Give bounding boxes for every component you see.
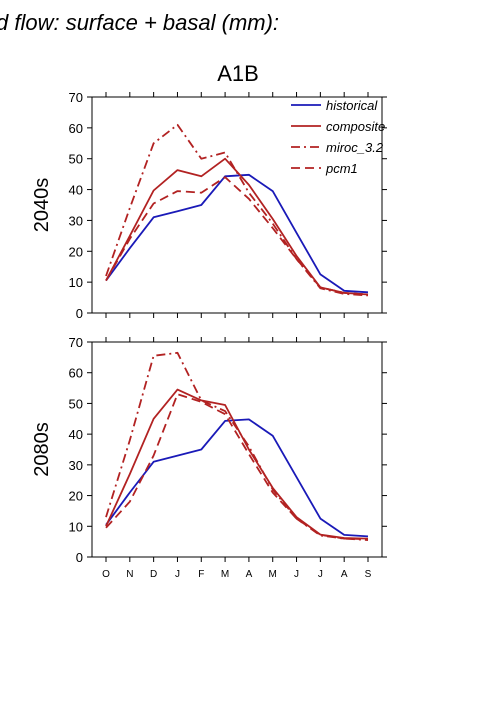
- y-tick-label: 30: [69, 458, 83, 473]
- series-line-miroc-3-2: [105, 351, 369, 541]
- legend-label: historical: [326, 98, 378, 113]
- y-tick-label: 50: [69, 396, 83, 411]
- y-tick-label: 20: [69, 244, 83, 259]
- y-tick-label: 60: [69, 366, 83, 381]
- x-tick-label: J: [318, 569, 323, 580]
- legend-label: pcm1: [325, 161, 358, 176]
- series-line-miroc-3-2: [105, 123, 369, 297]
- row-label: 2080s: [31, 422, 53, 477]
- y-tick-label: 10: [69, 519, 83, 534]
- x-tick-label: J: [175, 569, 180, 580]
- y-tick-label: 10: [69, 275, 83, 290]
- y-tick-label: 60: [69, 121, 83, 136]
- y-tick-label: 20: [69, 489, 83, 504]
- row-label: 2040s: [31, 178, 53, 233]
- y-tick-label: 30: [69, 213, 83, 228]
- series-line-composite: [105, 157, 369, 296]
- x-tick-label: J: [294, 569, 299, 580]
- y-tick-label: 0: [76, 550, 83, 565]
- y-tick-label: 40: [69, 427, 83, 442]
- legend-label: composite: [326, 119, 385, 134]
- x-tick-label: M: [221, 569, 229, 580]
- legend-label: miroc_3.2: [326, 140, 384, 155]
- series-line-pcm1: [105, 393, 369, 541]
- panel-title: A1B: [217, 61, 259, 86]
- plot-frame: [91, 96, 383, 314]
- x-tick-label: A: [341, 569, 348, 580]
- x-tick-label: N: [126, 569, 133, 580]
- x-tick-label: S: [365, 569, 372, 580]
- series-line-historical: [105, 173, 369, 294]
- y-tick-label: 50: [69, 152, 83, 167]
- y-tick-label: 40: [69, 183, 83, 198]
- plot-frame: [91, 341, 383, 558]
- x-tick-label: A: [246, 569, 253, 580]
- y-tick-label: 70: [69, 335, 83, 350]
- series-line-pcm1: [105, 176, 369, 296]
- y-tick-label: 70: [69, 90, 83, 105]
- x-tick-label: F: [198, 569, 204, 580]
- chart-panel-2080s: 0 10 20 30 40 50 60 70 O N D J F M A M J J A S 2080s: [31, 335, 387, 580]
- y-tick-label: 0: [76, 306, 83, 321]
- page-title: d flow: surface + basal (mm):: [0, 10, 279, 35]
- x-tick-label: O: [102, 569, 110, 580]
- chart-panel-2040s: 0 10 20 30 40 50 60 70 2040s historical composite m…: [31, 90, 387, 321]
- x-tick-label: D: [150, 569, 157, 580]
- x-tick-label: M: [269, 569, 277, 580]
- series-line-historical: [105, 418, 369, 538]
- series-line-composite: [105, 388, 369, 540]
